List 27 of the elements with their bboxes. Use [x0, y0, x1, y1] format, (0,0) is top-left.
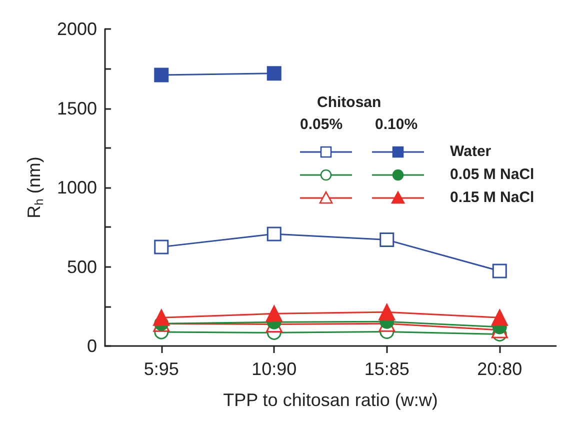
annotation: 0.05% — [300, 116, 343, 133]
y-tick-label: 1500 — [56, 98, 97, 118]
point — [378, 304, 396, 320]
legend-label: 0.15 M NaCl — [450, 189, 534, 206]
point — [153, 309, 170, 326]
x-tick-label: 5:95 — [144, 359, 179, 379]
point — [491, 309, 508, 326]
point — [154, 240, 169, 254]
y-tick-label: 1000 — [56, 178, 97, 198]
legend-label: Water — [450, 143, 492, 160]
x-tick-label: 20:80 — [477, 359, 522, 379]
y-tick-label: 0 — [86, 336, 97, 356]
y-axis-title: Rh (nm) — [24, 156, 46, 218]
y-tick-label: 500 — [66, 256, 97, 277]
x-tick-label: 15:85 — [364, 359, 410, 379]
legend-label: 0.05 M NaCl — [450, 166, 534, 183]
y-tick-label: 2000 — [56, 19, 97, 39]
x-axis-title: TPP to chitosan ratio (w:w) — [223, 390, 438, 410]
legend-title: Chitosan — [317, 94, 382, 111]
point — [266, 226, 282, 242]
point — [154, 68, 169, 82]
point — [492, 264, 507, 278]
point — [266, 66, 282, 81]
annotation: 0.10% — [375, 116, 418, 133]
x-tick-label: 10:90 — [252, 359, 297, 379]
point — [380, 232, 394, 248]
point — [266, 305, 282, 322]
